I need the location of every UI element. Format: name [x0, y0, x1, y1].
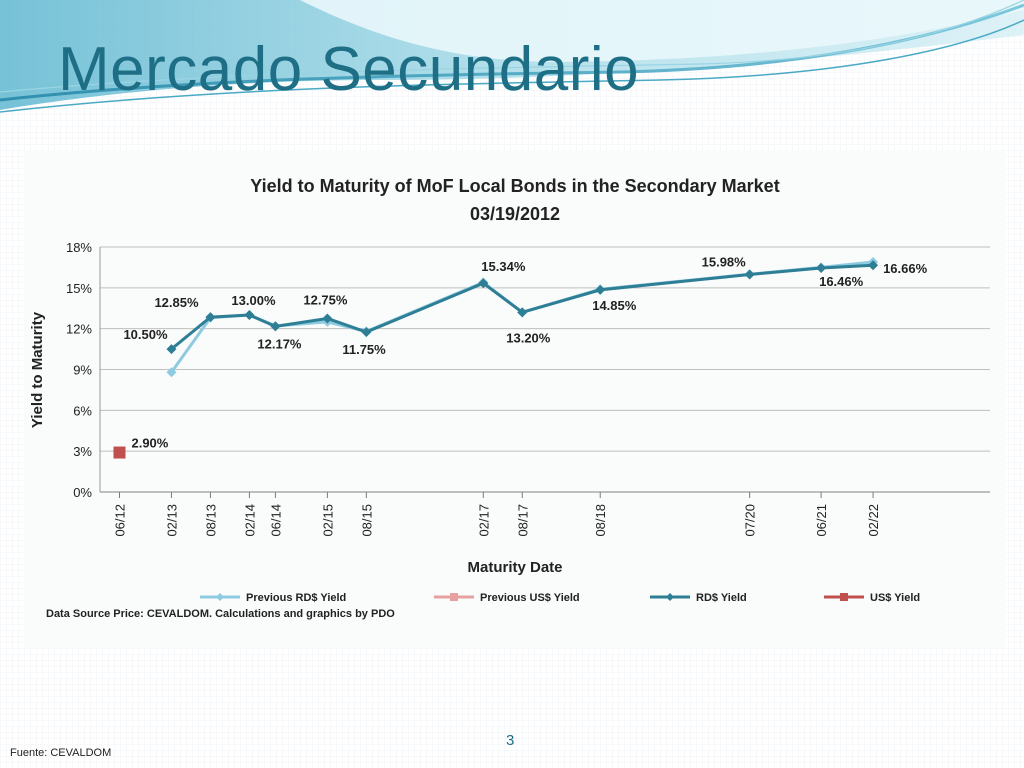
y-tick-label: 0% — [73, 485, 92, 500]
x-tick-label: 02/14 — [242, 504, 257, 537]
rd-yield-point — [517, 307, 528, 318]
x-tick-label: 07/20 — [743, 504, 758, 537]
data-label: 11.75% — [342, 342, 386, 357]
y-tick-label: 12% — [66, 322, 92, 337]
x-tick-label: 08/15 — [359, 504, 374, 537]
legend-label: US$ Yield — [870, 592, 920, 604]
x-tick-label: 08/13 — [203, 504, 218, 537]
legend-label: Previous RD$ Yield — [246, 592, 346, 604]
x-tick-label: 06/12 — [112, 504, 127, 537]
data-label: 2.90% — [131, 436, 168, 451]
y-tick-label: 3% — [73, 444, 92, 459]
chart-title: Yield to Maturity of MoF Local Bonds in … — [250, 176, 779, 196]
y-tick-label: 15% — [66, 281, 92, 296]
x-tick-label: 08/18 — [593, 504, 608, 537]
data-label: 10.50% — [123, 327, 168, 342]
data-label: 16.46% — [819, 274, 864, 289]
legend-swatch-marker — [666, 593, 674, 601]
rd-yield-point — [166, 344, 177, 355]
data-label: 12.75% — [303, 292, 348, 307]
data-label: 16.66% — [883, 261, 928, 276]
us-yield-point — [113, 446, 126, 459]
x-axis-title: Maturity Date — [467, 559, 562, 576]
header-swoosh-decoration — [0, 0, 1024, 113]
chart-subtitle: 03/19/2012 — [470, 204, 560, 224]
x-tick-label: 06/21 — [814, 504, 829, 537]
rd-yield-point — [744, 269, 755, 280]
legend-swatch-marker — [450, 593, 458, 601]
rd-yield-point — [816, 262, 827, 273]
y-tick-label: 6% — [73, 403, 92, 418]
x-tick-label: 02/13 — [164, 504, 179, 537]
y-axis-title: Yield to Maturity — [29, 311, 46, 428]
legend-swatch-marker — [216, 593, 224, 601]
rd-yield-point — [478, 278, 489, 289]
rd-yield-point — [868, 260, 879, 271]
legend-label: Previous US$ Yield — [480, 592, 580, 604]
y-tick-label: 18% — [66, 240, 92, 255]
data-label: 14.85% — [592, 298, 637, 313]
previous-rd-yield-point — [166, 367, 177, 378]
rd-yield-point — [595, 284, 606, 295]
x-tick-label: 08/17 — [515, 504, 530, 537]
legend-label: RD$ Yield — [696, 592, 747, 604]
slide-title: Mercado Secundario — [58, 35, 640, 104]
x-tick-label: 06/14 — [268, 504, 283, 537]
data-label: 12.85% — [154, 295, 199, 310]
x-tick-label: 02/15 — [320, 504, 335, 537]
rd-yield-point — [244, 310, 255, 321]
data-label: 13.00% — [231, 293, 276, 308]
rd-yield-line — [170, 263, 874, 351]
data-label: 15.34% — [481, 259, 526, 274]
rd-yield-point — [270, 321, 281, 332]
legend-swatch-marker — [840, 593, 848, 601]
yield-line-chart: Yield to Maturity of MoF Local Bonds in … — [29, 176, 990, 620]
rd-yield-point — [322, 313, 333, 324]
data-label: 12.17% — [257, 336, 302, 351]
page-number: 3 — [506, 732, 515, 749]
chart-container: Yield to Maturity of MoF Local Bonds in … — [24, 150, 1006, 648]
rd-yield-point — [361, 327, 372, 338]
chart-source-note: Data Source Price: CEVALDOM. Calculation… — [46, 608, 395, 620]
y-tick-label: 9% — [73, 363, 92, 378]
rd-yield-point — [205, 312, 216, 323]
x-tick-label: 02/22 — [866, 504, 881, 537]
data-label: 15.98% — [702, 254, 747, 269]
source-footer: Fuente: CEVALDOM — [10, 747, 112, 759]
data-label: 13.20% — [506, 330, 551, 345]
x-tick-label: 02/17 — [476, 504, 491, 537]
